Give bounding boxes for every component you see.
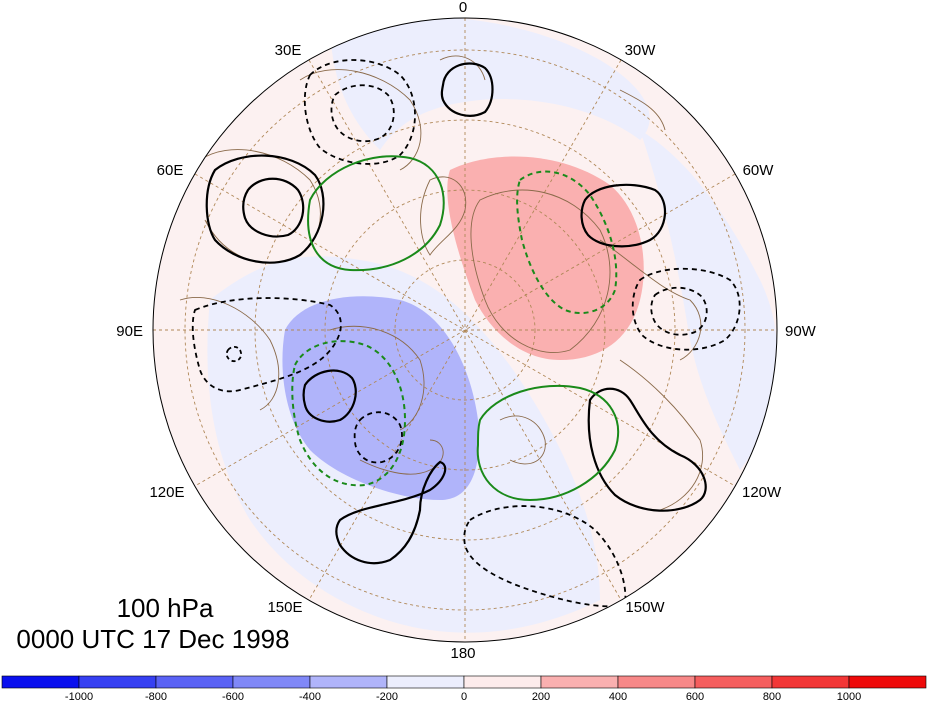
colorbar-tick-label: -400 xyxy=(299,691,321,702)
colorbar-tick-label: -800 xyxy=(145,691,167,702)
lon-label-90w: 90W xyxy=(785,323,817,340)
time-label: 0000 UTC 17 Dec 1998 xyxy=(16,624,289,654)
colorbar-segment xyxy=(78,675,157,689)
colorbar-segment xyxy=(386,675,465,689)
lon-label-30w: 30W xyxy=(625,42,657,59)
contour-negative-2 xyxy=(330,84,395,142)
shade-positive-anomaly xyxy=(447,156,644,360)
contour-positive-3 xyxy=(242,177,305,238)
colorbar-tick-label: 1000 xyxy=(837,691,861,702)
lon-label-150w: 150W xyxy=(625,599,665,616)
contour-positive-2 xyxy=(205,154,325,264)
lon-label-0: 0 xyxy=(459,0,467,16)
contour-green-solid-2 xyxy=(476,384,620,502)
shade-light-blue-east xyxy=(640,130,777,470)
colorbar-tick-label: 600 xyxy=(686,691,704,702)
lon-label-60e: 60E xyxy=(157,162,184,179)
contour-positive-6 xyxy=(587,387,707,512)
longitude-labels: 0 30W 60W 90W 120W 150W 180 150E 120E 90… xyxy=(116,0,816,662)
colorbar-segment xyxy=(540,675,619,689)
contour-negative-1 xyxy=(303,59,416,165)
lon-label-150e: 150E xyxy=(267,599,302,616)
colorbar-segment xyxy=(771,675,850,689)
colorbar-segment xyxy=(155,675,234,689)
graticule xyxy=(153,18,777,642)
colorbar-segment xyxy=(617,675,696,689)
colorbar-segment xyxy=(309,675,388,689)
contour-negative-8 xyxy=(225,346,242,363)
colorbar-tick-label: -600 xyxy=(222,691,244,702)
colorbar-segment xyxy=(694,675,773,689)
map-border xyxy=(152,17,778,643)
contour-green-dashed-1 xyxy=(516,170,618,315)
colorbar: -1000 -800 -600 -400 -200 0 200 400 600 800 1000 xyxy=(1,675,927,702)
lon-label-120w: 120W xyxy=(742,484,782,501)
lon-label-30e: 30E xyxy=(275,42,302,59)
contour-positive-7 xyxy=(335,460,447,565)
lon-label-60w: 60W xyxy=(743,162,775,179)
colorbar-tick-label: 200 xyxy=(532,691,550,702)
contour-green-solid-1 xyxy=(307,155,445,272)
lon-label-120e: 120E xyxy=(149,484,184,501)
lon-label-180: 180 xyxy=(450,645,475,662)
contour-positive-4 xyxy=(580,183,667,248)
colorbar-tick-label: 400 xyxy=(609,691,627,702)
colorbar-segment xyxy=(848,675,927,689)
colorbar-segment xyxy=(463,675,542,689)
contour-negative-4 xyxy=(650,286,708,336)
level-label: 100 hPa xyxy=(117,593,214,623)
shade-negative-anomaly xyxy=(282,296,480,500)
contour-negative-6 xyxy=(353,411,403,464)
colorbar-tick-label: 800 xyxy=(763,691,781,702)
contour-green-dashed-2 xyxy=(291,340,407,487)
colorbar-tick-label: -200 xyxy=(376,691,398,702)
contour-positive-1 xyxy=(440,62,494,117)
colorbar-tick-label: -1000 xyxy=(65,691,93,702)
contour-positive-5 xyxy=(302,369,357,423)
colorbar-segment xyxy=(1,675,80,689)
colorbar-tick-label: 0 xyxy=(461,691,467,702)
contours xyxy=(191,59,741,608)
lon-label-90e: 90E xyxy=(116,323,143,340)
colorbar-segment xyxy=(232,675,311,689)
shading-layer xyxy=(207,18,777,633)
shade-light-blue-north xyxy=(330,18,650,150)
